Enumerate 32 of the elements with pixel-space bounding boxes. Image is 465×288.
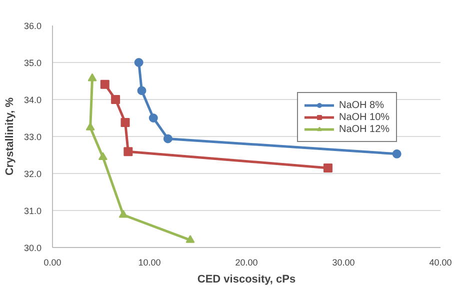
legend-label: NaOH 10% [339, 111, 390, 123]
x-axis-title: CED viscosity, cPs [197, 274, 296, 286]
y-tick-label: 34.0 [24, 95, 42, 105]
y-tick-label: 35.0 [24, 58, 42, 68]
y-tick-label: 33.0 [24, 132, 42, 142]
point [124, 147, 133, 156]
point [186, 234, 195, 243]
x-tick-label: 10.00 [138, 258, 161, 268]
point [134, 58, 144, 67]
point [118, 210, 128, 218]
y-tick-label: 30.0 [24, 243, 42, 253]
point [148, 114, 158, 122]
point [86, 122, 95, 130]
point [100, 80, 110, 89]
point [163, 134, 172, 144]
point [137, 86, 146, 96]
point [323, 163, 332, 172]
x-tick-label: 20.00 [235, 258, 258, 268]
x-tick-label: 40.00 [429, 258, 452, 268]
y-tick-label: 36.0 [24, 21, 42, 31]
y-tick-label: 31.0 [24, 206, 42, 216]
point [392, 149, 402, 158]
y-axis-title: Crystallinity, % [4, 97, 16, 176]
point [120, 118, 130, 127]
legend-label: NaOH 12% [339, 123, 390, 135]
point [98, 152, 108, 160]
legend-label: NaOH 8% [339, 99, 384, 111]
x-tick-label: 0.00 [44, 258, 62, 268]
point [111, 95, 120, 104]
x-tick-label: 30.00 [332, 258, 355, 268]
y-tick-label: 32.0 [24, 169, 42, 179]
point [88, 73, 97, 82]
